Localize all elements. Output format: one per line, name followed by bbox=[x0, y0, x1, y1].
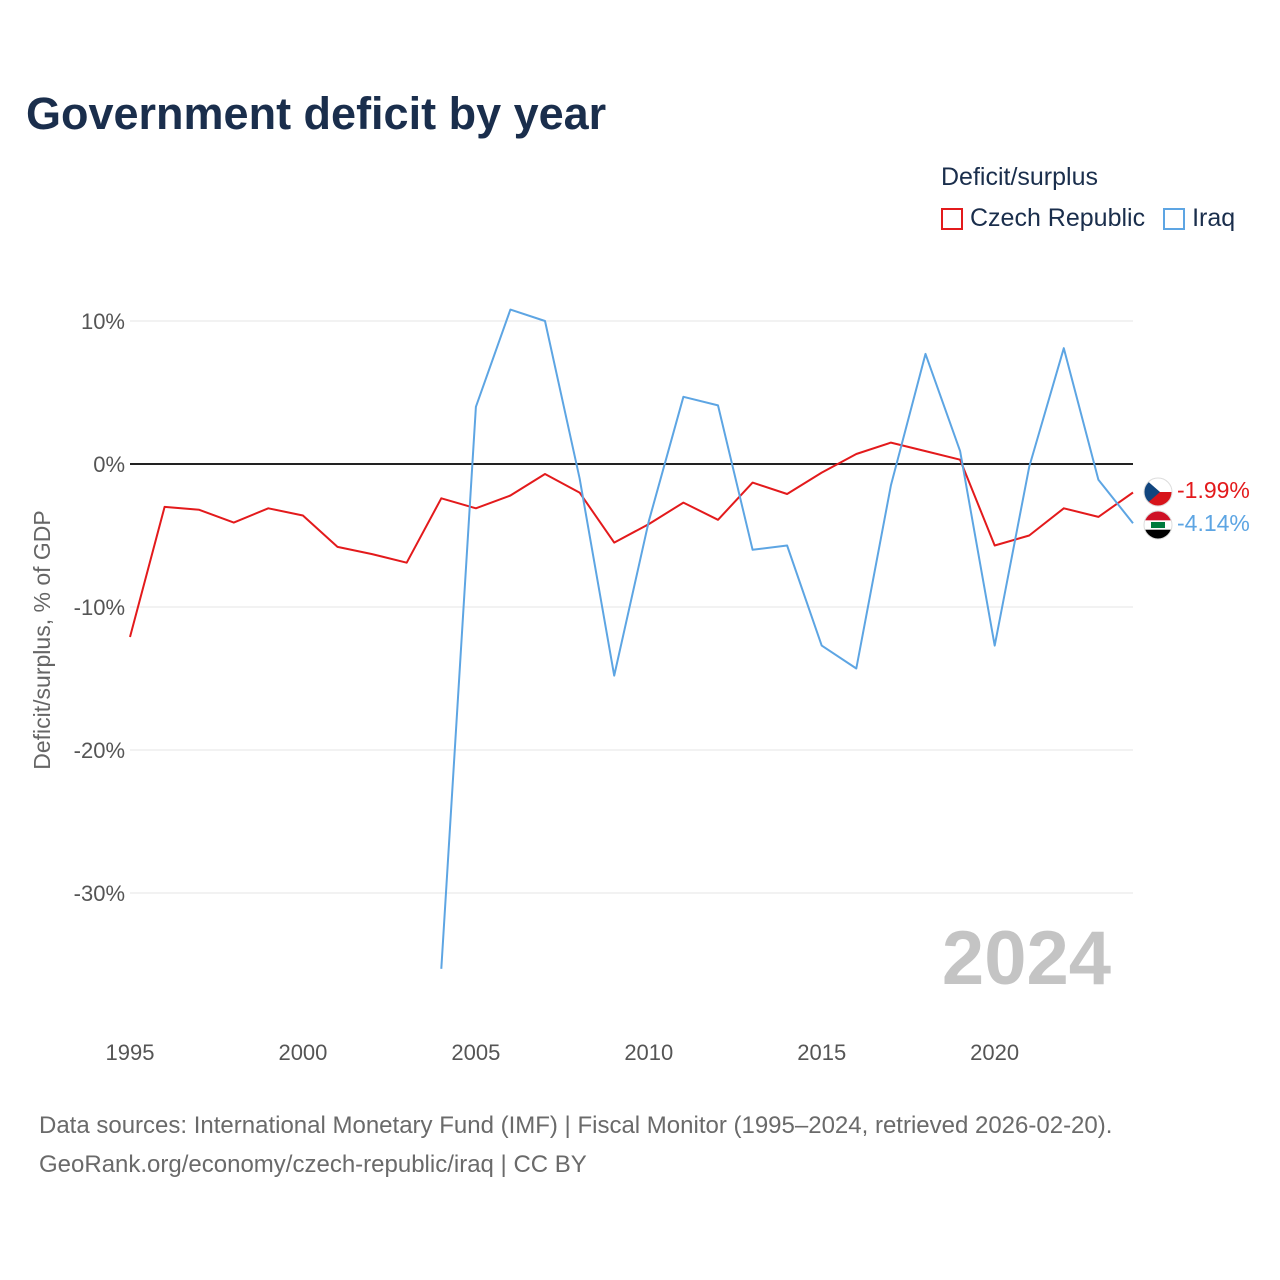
y-tick-label: 0% bbox=[93, 452, 125, 477]
x-tick-label: 2020 bbox=[970, 1040, 1019, 1065]
end-label-iraq: -4.14% bbox=[1177, 510, 1250, 536]
legend-title: Deficit/surplus bbox=[941, 163, 1098, 191]
legend-swatch-czech-republic bbox=[941, 207, 963, 230]
series-line-iraq[interactable] bbox=[440, 308, 1134, 969]
x-tick-label: 1995 bbox=[106, 1040, 155, 1065]
chart-title: Government deficit by year bbox=[26, 88, 607, 139]
iraq-flag-icon bbox=[1143, 510, 1173, 540]
x-tick-label: 2015 bbox=[797, 1040, 846, 1065]
series-line-czech-republic[interactable] bbox=[129, 441, 1134, 638]
credit-link[interactable]: GeoRank.org/economy/czech-republic/iraq … bbox=[39, 1151, 587, 1178]
year-watermark: 2024 bbox=[942, 916, 1111, 1001]
end-label-czech-republic: -1.99% bbox=[1177, 477, 1250, 503]
legend-item-czech-republic[interactable]: Czech Republic bbox=[941, 204, 1145, 233]
footer: Data sources: International Monetary Fun… bbox=[39, 1106, 1112, 1184]
data-sources-text: Data sources: International Monetary Fun… bbox=[39, 1112, 1113, 1139]
y-tick-label: -30% bbox=[74, 881, 125, 906]
y-tick-label: -10% bbox=[74, 595, 125, 620]
legend-label-czech-republic: Czech Republic bbox=[970, 204, 1146, 232]
legend-item-iraq[interactable]: Iraq bbox=[1163, 204, 1235, 233]
legend-swatch-iraq bbox=[1163, 207, 1186, 230]
legend-label-iraq: Iraq bbox=[1192, 204, 1236, 232]
x-tick-label: 2005 bbox=[451, 1040, 500, 1065]
y-axis-title: Deficit/surplus, % of GDP bbox=[29, 510, 55, 769]
x-tick-label: 2010 bbox=[624, 1040, 673, 1065]
x-tick-label: 2000 bbox=[278, 1040, 327, 1065]
czech-flag-icon bbox=[1143, 477, 1173, 507]
y-tick-label: -20% bbox=[74, 738, 125, 763]
legend: Czech Republic Iraq bbox=[941, 204, 1253, 233]
y-tick-label: 10% bbox=[81, 309, 125, 334]
